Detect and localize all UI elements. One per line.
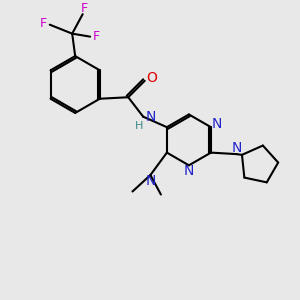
- Text: F: F: [81, 2, 88, 15]
- Text: N: N: [212, 117, 222, 131]
- Text: O: O: [146, 71, 157, 85]
- Text: H: H: [134, 121, 143, 131]
- Text: F: F: [93, 30, 100, 43]
- Text: N: N: [231, 140, 242, 154]
- Text: F: F: [40, 17, 47, 30]
- Text: N: N: [146, 110, 156, 124]
- Text: N: N: [145, 174, 156, 188]
- Text: N: N: [184, 164, 194, 178]
